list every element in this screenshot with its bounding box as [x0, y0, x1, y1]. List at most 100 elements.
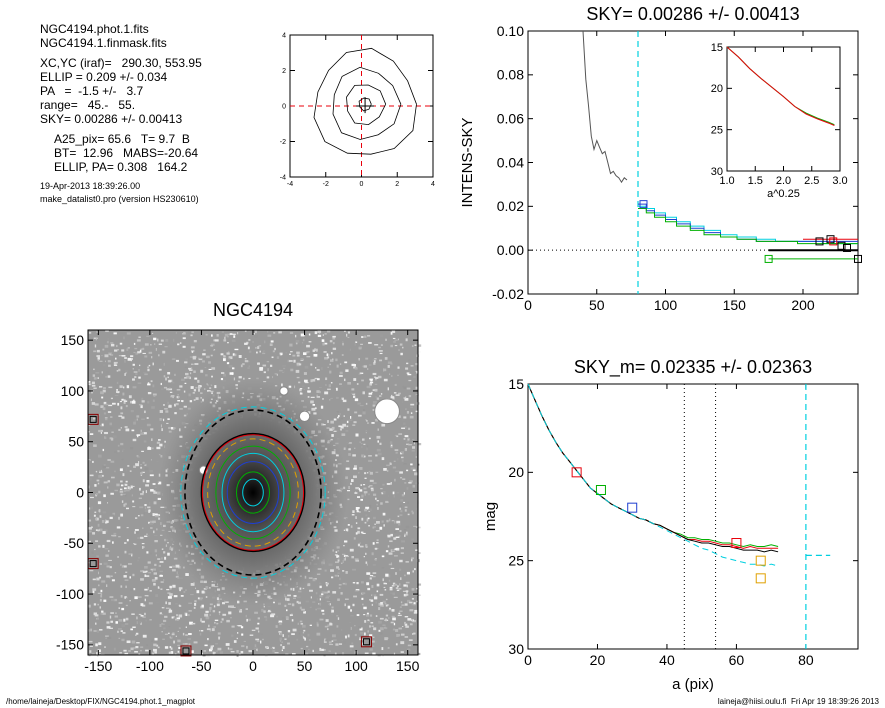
noise-speck [335, 561, 339, 564]
noise-speck [340, 428, 342, 431]
noise-speck [118, 607, 121, 609]
noise-speck [145, 649, 149, 652]
noise-speck [164, 646, 169, 649]
noise-speck [180, 595, 184, 597]
noise-speck [163, 418, 165, 422]
noise-speck [157, 586, 160, 589]
noise-speck [136, 616, 138, 620]
noise-speck [171, 427, 175, 430]
noise-speck [147, 366, 149, 369]
noise-speck [342, 570, 345, 572]
noise-speck [357, 496, 361, 498]
noise-speck [134, 529, 139, 531]
noise-speck [330, 420, 334, 424]
noise-speck [257, 360, 260, 362]
date-stamp: 19-Apr-2013 18:39:26.00 [40, 181, 141, 191]
noise-speck [143, 371, 147, 374]
noise-speck [407, 373, 412, 376]
noise-speck [108, 550, 110, 552]
noise-speck [412, 484, 416, 488]
noise-speck [118, 415, 123, 417]
noise-speck [282, 634, 284, 637]
noise-speck [107, 459, 111, 461]
noise-speck [368, 364, 372, 366]
noise-speck [164, 615, 168, 618]
noise-speck [142, 347, 145, 350]
noise-speck [400, 601, 403, 604]
noise-speck [224, 333, 228, 337]
noise-speck [238, 376, 242, 379]
noise-speck [105, 375, 108, 378]
noise-speck [374, 523, 377, 525]
noise-speck [189, 621, 193, 625]
footer-path: /home/laineja/Desktop/FIX/NGC4194.phot.1… [6, 697, 195, 706]
noise-speck [129, 544, 132, 546]
noise-speck [91, 506, 93, 510]
noise-speck [299, 344, 302, 347]
noise-speck [165, 601, 167, 605]
noise-speck [347, 445, 350, 449]
noise-speck [408, 639, 413, 641]
noise-speck [313, 354, 318, 357]
noise-speck [127, 465, 130, 467]
noise-speck [376, 521, 380, 524]
noise-speck [231, 339, 236, 342]
isophote-ellipse-cyan [180, 406, 326, 579]
noise-speck [332, 335, 336, 338]
noise-speck [99, 515, 102, 518]
noise-speck [361, 336, 364, 338]
noise-speck [404, 533, 408, 536]
noise-speck [110, 612, 114, 614]
noise-speck [341, 562, 343, 564]
centering-ytick-label: 2 [282, 68, 286, 75]
noise-speck [145, 484, 149, 487]
noise-speck [167, 592, 171, 595]
noise-speck [123, 402, 126, 404]
noise-speck [406, 440, 409, 442]
noise-speck [270, 614, 275, 618]
noise-speck [375, 377, 379, 379]
noise-speck [297, 596, 301, 599]
noise-speck [371, 488, 374, 492]
noise-speck [204, 388, 206, 390]
noise-speck [114, 572, 117, 574]
noise-speck [117, 556, 119, 558]
noise-speck [284, 604, 287, 607]
noise-speck [132, 438, 137, 442]
noise-speck [146, 335, 150, 337]
noise-speck [335, 358, 338, 362]
noise-speck [106, 626, 111, 629]
noise-speck [344, 583, 347, 586]
noise-speck [138, 376, 141, 379]
noise-speck [379, 334, 384, 338]
noise-speck [324, 391, 329, 395]
noise-speck [144, 588, 148, 591]
noise-speck [357, 543, 360, 547]
noise-speck [124, 373, 126, 376]
noise-speck [120, 484, 124, 487]
noise-speck [372, 572, 377, 574]
noise-speck [117, 402, 120, 406]
noise-speck [125, 494, 127, 497]
noise-speck [293, 595, 297, 597]
noise-speck [339, 375, 343, 377]
noise-speck [190, 334, 193, 337]
noise-speck [395, 587, 398, 590]
noise-speck [339, 577, 341, 581]
mask-box-inner [362, 638, 370, 646]
noise-speck [94, 548, 96, 551]
noise-speck [199, 597, 203, 600]
noise-speck [411, 604, 416, 606]
noise-speck [134, 419, 137, 422]
noise-speck [103, 360, 106, 363]
noise-speck [329, 370, 332, 374]
noise-speck [232, 367, 235, 370]
noise-speck [389, 441, 393, 445]
noise-speck [321, 648, 325, 651]
noise-speck [169, 608, 172, 612]
noise-speck [397, 366, 400, 369]
noise-speck [123, 386, 125, 389]
noise-speck [289, 614, 293, 616]
noise-speck [142, 527, 144, 530]
noise-speck [350, 626, 352, 630]
